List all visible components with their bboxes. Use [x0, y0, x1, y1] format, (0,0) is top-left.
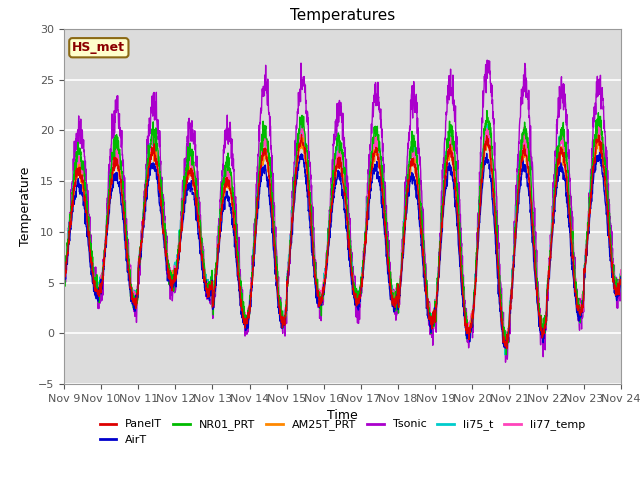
- PanelT: [216, 240, 223, 246]
- AirT: [596, 150, 604, 156]
- PanelT: [298, 132, 305, 138]
- li75_t: [371, 140, 379, 146]
- NR01_PRT: [568, 235, 576, 240]
- li75_t: [501, 352, 509, 358]
- Tsonic: [505, 335, 513, 340]
- li77_temp: [60, 275, 68, 280]
- li75_t: [617, 272, 625, 277]
- AM25T_PRT: [60, 275, 68, 281]
- AirT: [358, 277, 366, 283]
- AirT: [502, 345, 510, 351]
- li77_temp: [584, 236, 591, 241]
- AM25T_PRT: [358, 270, 366, 276]
- AM25T_PRT: [501, 346, 509, 351]
- li75_t: [505, 327, 513, 333]
- Tsonic: [584, 237, 591, 242]
- Tsonic: [502, 360, 509, 365]
- li77_temp: [371, 139, 378, 145]
- li77_temp: [595, 118, 602, 124]
- li77_temp: [568, 227, 575, 233]
- NR01_PRT: [617, 275, 625, 280]
- li75_t: [584, 227, 591, 232]
- Line: PanelT: PanelT: [64, 135, 621, 348]
- Line: Tsonic: Tsonic: [64, 60, 621, 362]
- AirT: [584, 243, 591, 249]
- Line: li75_t: li75_t: [64, 121, 621, 355]
- NR01_PRT: [502, 352, 510, 358]
- AirT: [617, 274, 625, 280]
- PanelT: [584, 235, 591, 240]
- AM25T_PRT: [594, 132, 602, 138]
- PanelT: [371, 149, 379, 155]
- AM25T_PRT: [584, 237, 591, 242]
- NR01_PRT: [371, 127, 378, 133]
- NR01_PRT: [358, 276, 366, 282]
- AirT: [504, 332, 512, 338]
- AM25T_PRT: [371, 159, 378, 165]
- NR01_PRT: [60, 278, 68, 284]
- Title: Temperatures: Temperatures: [290, 9, 395, 24]
- NR01_PRT: [483, 108, 491, 113]
- Line: li77_temp: li77_temp: [64, 121, 621, 343]
- AirT: [216, 243, 223, 249]
- PanelT: [503, 346, 511, 351]
- AM25T_PRT: [568, 247, 575, 252]
- li75_t: [298, 118, 306, 124]
- Line: AirT: AirT: [64, 153, 621, 348]
- PanelT: [505, 327, 513, 333]
- li75_t: [216, 223, 223, 229]
- NR01_PRT: [505, 329, 513, 335]
- AirT: [568, 259, 575, 264]
- Tsonic: [60, 288, 68, 293]
- Tsonic: [483, 57, 491, 63]
- AM25T_PRT: [617, 277, 625, 283]
- PanelT: [359, 273, 367, 278]
- li75_t: [60, 276, 68, 282]
- li77_temp: [500, 340, 508, 346]
- X-axis label: Time: Time: [327, 409, 358, 422]
- NR01_PRT: [216, 223, 223, 229]
- Tsonic: [371, 91, 378, 96]
- Tsonic: [216, 217, 223, 223]
- Tsonic: [358, 281, 366, 287]
- li77_temp: [358, 277, 366, 283]
- PanelT: [617, 279, 625, 285]
- PanelT: [60, 273, 68, 279]
- Legend: PanelT, AirT, NR01_PRT, AM25T_PRT, Tsonic, li75_t, li77_temp: PanelT, AirT, NR01_PRT, AM25T_PRT, Tsoni…: [95, 415, 589, 449]
- Text: HS_met: HS_met: [72, 41, 125, 54]
- Line: NR01_PRT: NR01_PRT: [64, 110, 621, 355]
- AirT: [60, 277, 68, 283]
- li75_t: [359, 263, 367, 269]
- li77_temp: [504, 329, 512, 335]
- li77_temp: [216, 227, 223, 233]
- li77_temp: [617, 267, 625, 273]
- PanelT: [568, 243, 576, 249]
- Line: AM25T_PRT: AM25T_PRT: [64, 135, 621, 348]
- Tsonic: [617, 277, 625, 283]
- Y-axis label: Temperature: Temperature: [19, 167, 33, 246]
- AirT: [371, 165, 378, 170]
- AM25T_PRT: [216, 229, 223, 235]
- Tsonic: [568, 209, 576, 215]
- li75_t: [568, 242, 576, 248]
- AM25T_PRT: [504, 326, 512, 332]
- NR01_PRT: [584, 230, 591, 236]
